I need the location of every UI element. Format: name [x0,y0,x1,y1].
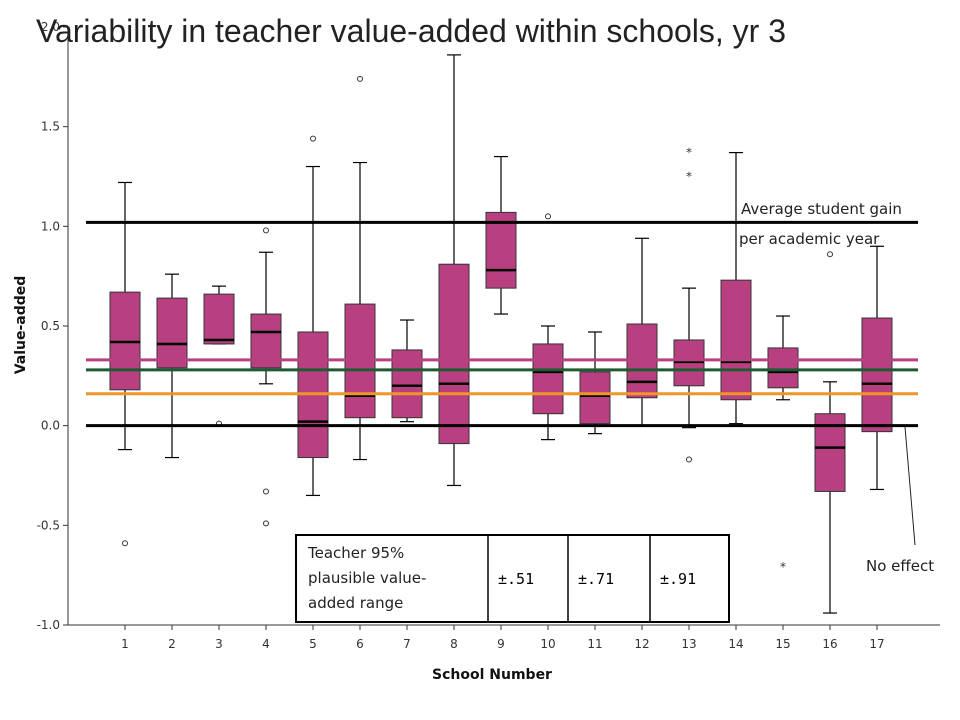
extreme-point: * [780,560,786,574]
x-tick-label: 4 [262,637,270,651]
box-school-6 [344,75,376,461]
x-axis-label: School Number [432,667,552,683]
x-tick-label: 1 [121,637,129,651]
box-school-10 [532,213,564,441]
box-school-3 [203,285,235,427]
box-iqr [485,211,517,289]
box-iqr [767,347,799,389]
x-tick-label: 16 [822,637,837,651]
y-tick-label: -1.0 [37,618,60,632]
box-school-15: * [767,315,799,574]
annotation-no-effect: No effect [866,557,934,575]
box-iqr [438,263,470,445]
box-school-2 [156,273,188,459]
x-tick-label: 5 [309,637,317,651]
outlier-point [122,540,128,547]
x-tick-label: 10 [540,637,555,651]
box-school-8 [438,54,470,487]
outlier-point [310,135,316,142]
y-tick-label: 0.0 [41,419,60,433]
box-school-16 [814,251,846,614]
x-tick-label: 13 [681,637,696,651]
outlier-point [827,251,833,258]
x-tick-label: 2 [168,637,176,651]
box-school-4 [250,227,282,527]
box-iqr [156,297,188,369]
box-school-12 [626,237,658,427]
x-tick-label: 8 [450,637,458,651]
y-tick-label: 0.5 [41,319,60,333]
box-school-9 [485,155,517,315]
legend-header-line2: plausible value- [308,569,426,587]
y-tick-label: 1.0 [41,219,60,233]
legend-cell-pink: ±.91 [660,570,696,588]
boxes-layer: *** [86,54,918,614]
box-school-14 [720,151,752,425]
x-tick-label: 17 [869,637,884,651]
box-iqr [720,279,752,401]
box-school-1 [109,181,141,547]
x-tick-label: 7 [403,637,411,651]
no-effect-pointer [904,426,916,546]
y-tick-label: -0.5 [37,518,60,532]
y-tick-label: 1.5 [41,120,60,134]
x-tick-label: 14 [728,637,743,651]
box-school-11 [579,331,611,435]
outlier-point [686,456,692,463]
box-school-5 [297,135,329,497]
x-tick-label: 6 [356,637,364,651]
outlier-point [357,75,363,82]
axes-layer: -1.0-0.50.00.51.01.52.01 2 3 4 5 6 7 8 9 10 11 12 13… [37,20,940,651]
outlier-point [263,488,269,495]
legend-table-border [295,534,730,623]
box-iqr [579,371,611,425]
box-iqr [532,343,564,415]
x-tick-label: 11 [587,637,602,651]
legend-header-line1: Teacher 95% [307,544,404,562]
y-tick-label: 2.0 [41,20,60,34]
legend-cell-orange: ±.51 [498,570,534,588]
y-axis-label: Value-added [13,276,29,375]
box-school-13: ** [673,146,705,463]
extreme-point: * [686,170,692,184]
box-iqr [861,317,893,433]
x-tick-label: 9 [497,637,505,651]
extreme-point: * [686,146,692,160]
chart-title: Variability in teacher value-added withi… [36,13,786,49]
x-tick-label: 3 [215,637,223,651]
outlier-point [263,227,269,234]
outlier-point [263,520,269,527]
x-tick-label: 15 [775,637,790,651]
outlier-point [545,213,551,220]
x-tick-label: 12 [634,637,649,651]
legend-header-line3: added range [308,594,403,612]
box-iqr [203,293,235,345]
legend-cell-green: ±.71 [578,570,614,588]
annotation-average-gain-line2: per academic year [739,230,880,248]
annotation-average-gain-line1: Average student gain [741,200,902,218]
box-school-17 [861,245,893,491]
legend-table: Teacher 95% plausible value- added range… [295,534,730,623]
